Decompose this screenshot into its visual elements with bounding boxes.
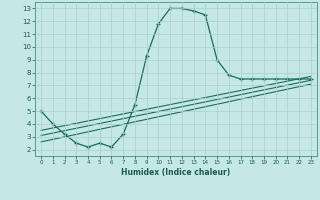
X-axis label: Humidex (Indice chaleur): Humidex (Indice chaleur) — [121, 168, 231, 177]
